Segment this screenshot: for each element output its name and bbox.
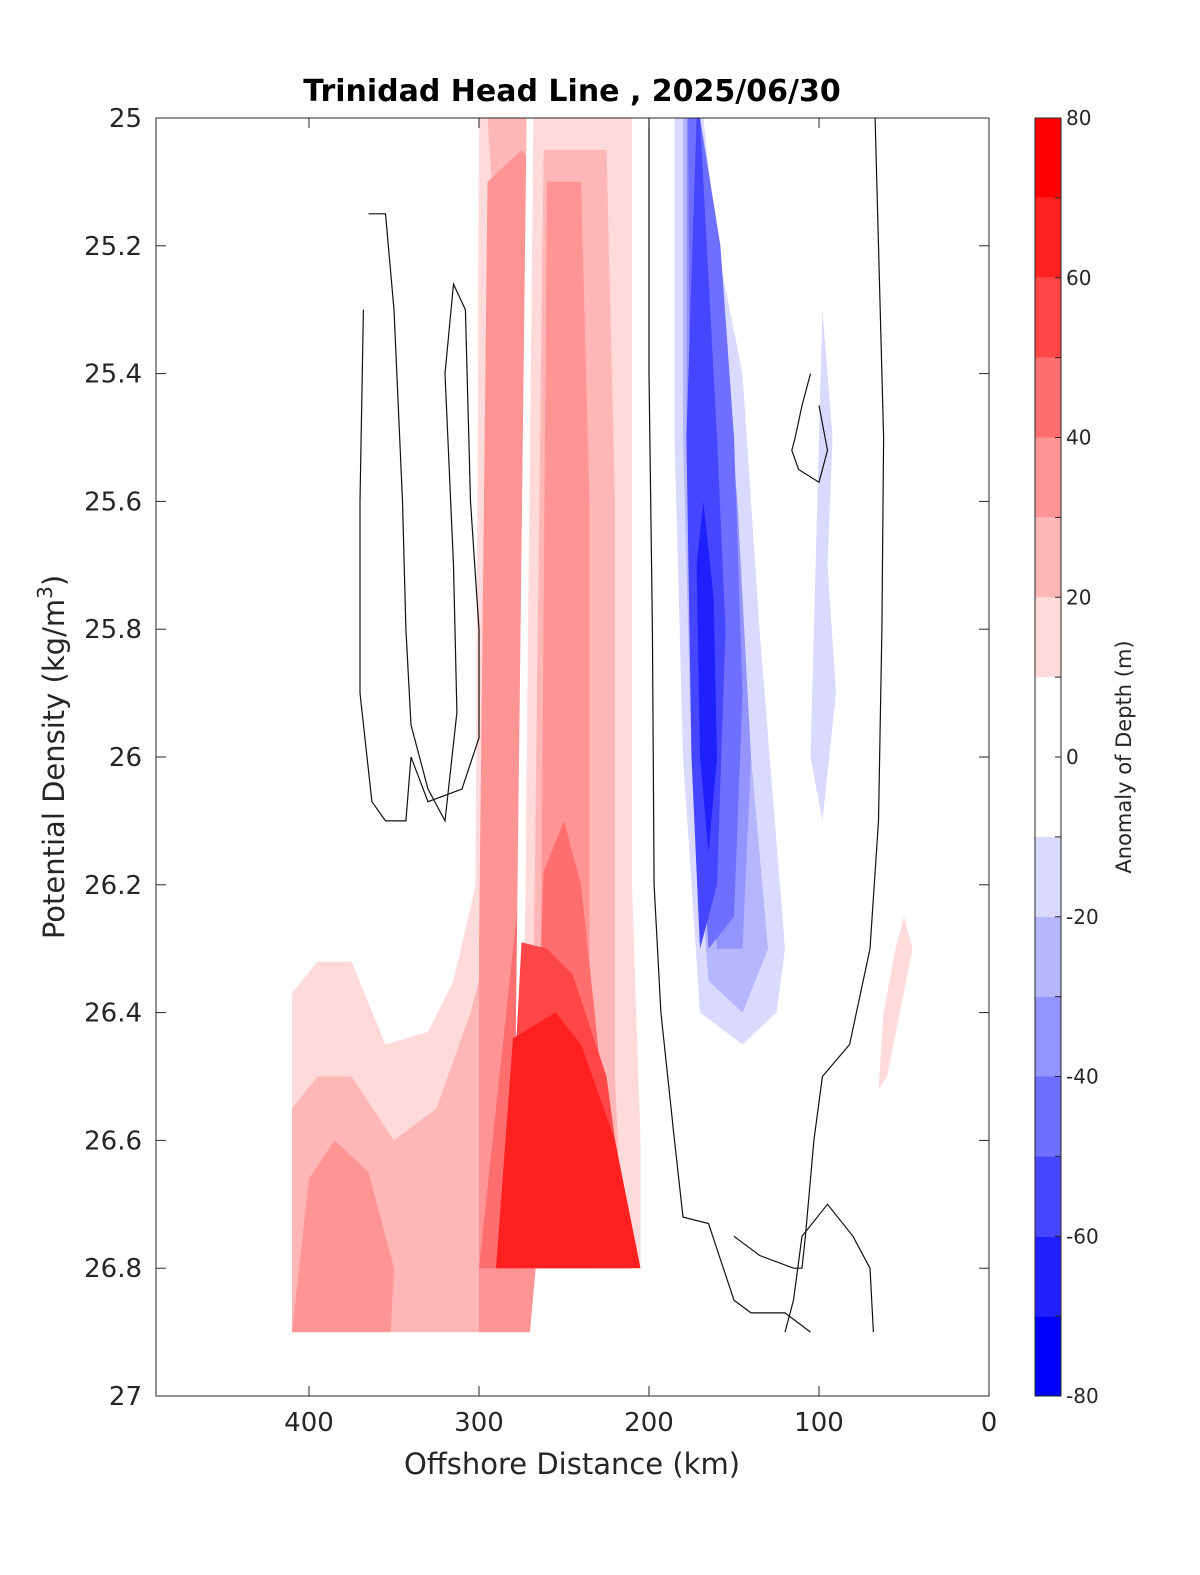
colorbar-band-7 <box>1035 757 1061 837</box>
colorbar-tick-label: 20 <box>1066 585 1091 609</box>
anomaly-region-3 <box>292 1140 394 1333</box>
colorbar-tick-label: -20 <box>1066 905 1099 929</box>
colorbar-band-4 <box>1035 996 1061 1077</box>
colorbar-band-13 <box>1035 277 1061 358</box>
y-tick-label: 26.6 <box>84 1126 142 1156</box>
y-tick-label: 25.8 <box>84 615 142 645</box>
y-tick-label: 25 <box>109 104 142 134</box>
anomaly-region-12 <box>496 1012 641 1269</box>
anomaly-region-24 <box>793 1114 828 1205</box>
zero-contour-line-4 <box>784 1203 874 1333</box>
y-axis-label-main: Potential Density (kg/m <box>37 599 71 939</box>
x-tick-label: 400 <box>284 1408 334 1438</box>
anomaly-region-26 <box>666 1268 802 1333</box>
colorbar-band-3 <box>1035 1076 1061 1157</box>
colorbar-tick-label: 60 <box>1066 266 1091 290</box>
colorbar-band-12 <box>1035 357 1061 438</box>
x-tick-label: 200 <box>624 1408 674 1438</box>
anomaly-region-2 <box>292 118 530 1333</box>
colorbar-tick-label: -80 <box>1066 1384 1099 1408</box>
colorbar-band-2 <box>1035 1156 1061 1237</box>
zero-contour-lines <box>359 117 885 1333</box>
y-tick-label: 26.8 <box>84 1254 142 1284</box>
colorbar-band-14 <box>1035 197 1061 278</box>
colorbar-ticks <box>1055 117 1061 1397</box>
y-axis-label-close: ) <box>37 575 71 586</box>
colorbar-band-8 <box>1035 677 1061 757</box>
zero-contour-line-1 <box>733 117 885 1269</box>
x-axis-label: Offshore Distance (km) <box>404 1447 740 1481</box>
y-axis-label-superscript: 3 <box>33 586 57 599</box>
y-tick-label: 25.2 <box>84 232 142 262</box>
y-tick-label: 27 <box>109 1382 142 1412</box>
colorbar-label: Anomaly of Depth (m) <box>1112 640 1136 873</box>
y-axis: Potential Density (kg/m3) <box>33 575 71 939</box>
axis-ticks <box>156 117 990 1397</box>
zero-contour-line-2 <box>359 213 480 823</box>
anomaly-region-22 <box>696 501 717 853</box>
y-tick-label: 25.6 <box>84 487 142 517</box>
colorbar-band-15 <box>1035 118 1061 198</box>
colorbar-band-11 <box>1035 437 1061 518</box>
y-axis-label: Potential Density (kg/m3) <box>33 575 71 939</box>
colorbar-band-6 <box>1035 836 1061 917</box>
colorbar-band-1 <box>1035 1236 1061 1317</box>
colorbar-tick-label: 40 <box>1066 426 1091 450</box>
x-tick-label: 100 <box>794 1408 844 1438</box>
anomaly-region-25 <box>878 916 913 1090</box>
colorbar-band-9 <box>1035 597 1061 678</box>
anomaly-region-23 <box>853 744 913 1333</box>
x-tick-label: 300 <box>454 1408 504 1438</box>
y-tick-label: 25.4 <box>84 360 142 390</box>
y-tick-label: 26 <box>109 743 142 773</box>
plot-area <box>155 117 990 1397</box>
anomaly-region-15 <box>836 213 862 885</box>
colorbar-tick-label: -40 <box>1066 1065 1099 1089</box>
colorbar-tick-label: 80 <box>1066 106 1091 130</box>
chart-title: Trinidad Head Line , 2025/06/30 <box>303 74 840 109</box>
x-tick-label: 0 <box>981 1408 998 1438</box>
colorbar: Anomaly of Depth (m) <box>1034 117 1136 1397</box>
zero-contour-line-3 <box>791 373 829 484</box>
y-tick-label: 26.2 <box>84 871 142 901</box>
anomaly-regions <box>292 118 913 1333</box>
colorbar-tick-label: 0 <box>1066 745 1079 769</box>
colorbar-band-10 <box>1035 517 1061 598</box>
zero-contour-line-0 <box>648 118 811 1333</box>
colorbar-bands <box>1035 118 1061 1396</box>
colorbar-band-5 <box>1035 916 1061 997</box>
anomaly-region-17 <box>810 309 836 821</box>
colorbar-tick-label: -60 <box>1066 1224 1099 1248</box>
colorbar-band-0 <box>1035 1316 1061 1396</box>
x-axis: Offshore Distance (km) <box>404 1447 740 1481</box>
y-tick-label: 26.4 <box>84 999 142 1029</box>
